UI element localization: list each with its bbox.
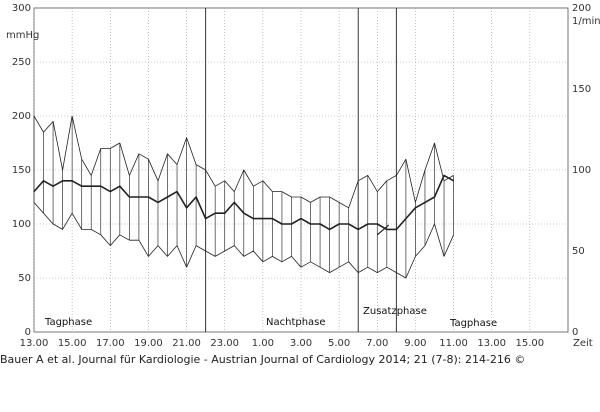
right-axis: 0 50 100 150 200 <box>572 3 591 338</box>
x-axis-label: Zeit <box>573 338 593 349</box>
right-tick-label: 50 <box>572 246 585 257</box>
diastolic-line <box>33 202 454 279</box>
x-tick-label: 5.00 <box>328 338 350 349</box>
right-tick-label: 0 <box>572 327 578 338</box>
x-tick-label: 3.00 <box>290 338 312 349</box>
x-tick-label: 13.00 <box>477 338 506 349</box>
right-tick-label: 150 <box>572 84 591 95</box>
left-tick-label: 150 <box>12 165 31 176</box>
phase-label-nachtphase: Nachtphase <box>266 317 326 328</box>
left-tick-label: 0 <box>25 327 31 338</box>
left-tick-label: 250 <box>12 57 31 68</box>
x-tick-label: 15.00 <box>58 338 87 349</box>
x-tick-label: 9.00 <box>404 338 426 349</box>
left-tick-label: 50 <box>18 273 31 284</box>
right-axis-unit: 1/min <box>572 16 600 27</box>
x-tick-label: 7.00 <box>366 338 388 349</box>
left-tick-label: 200 <box>12 111 31 122</box>
left-tick-label: 100 <box>12 219 31 230</box>
chart-series <box>33 115 454 279</box>
phase-label-zusatzphase: Zusatzphase <box>363 306 427 317</box>
left-axis: 0 50 100 150 200 250 300 <box>12 3 31 338</box>
left-axis-unit: mmHg <box>6 30 39 41</box>
x-tick-label: 13.00 <box>20 338 49 349</box>
left-tick-label: 300 <box>12 3 31 14</box>
x-tick-label: 21.00 <box>172 338 201 349</box>
x-tick-label: 11.00 <box>439 338 468 349</box>
x-tick-label: 23.00 <box>210 338 239 349</box>
right-tick-label: 100 <box>572 165 591 176</box>
x-tick-label: 15.00 <box>516 338 545 349</box>
heart-rate-line <box>376 224 390 236</box>
x-axis: 13.00 15.00 17.00 19.00 21.00 23.00 1.00 3.00 5.… <box>20 338 544 349</box>
phase-label-tagphase-2: Tagphase <box>449 318 497 329</box>
right-tick-label: 200 <box>572 3 591 14</box>
mean-pressure-line <box>33 174 454 231</box>
blood-pressure-chart: 0 50 100 150 200 250 300 0 50 100 150 200 13.00 15.… <box>6 3 600 349</box>
chart-grid <box>33 7 569 333</box>
phase-label-tagphase-1: Tagphase <box>44 317 92 328</box>
x-tick-label: 1.00 <box>252 338 274 349</box>
x-tick-label: 19.00 <box>134 338 163 349</box>
x-tick-label: 17.00 <box>96 338 125 349</box>
systolic-line <box>33 115 454 209</box>
figure-caption: Bauer A et al. Journal für Kardiologie -… <box>0 353 526 366</box>
